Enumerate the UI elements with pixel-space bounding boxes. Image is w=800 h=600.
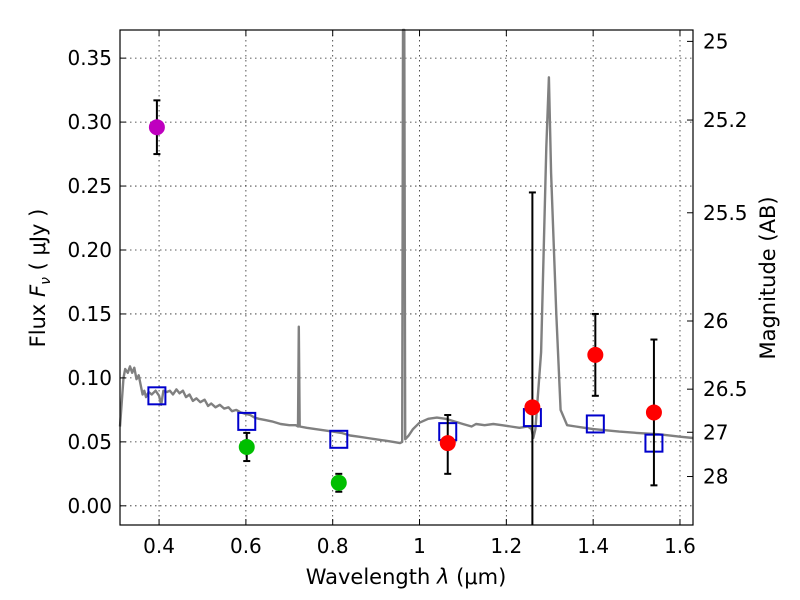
y-tick-label: 0.15: [67, 302, 112, 326]
y2-tick-label: 25.2: [703, 108, 748, 132]
data-markers: [147, 99, 664, 525]
y2-tick-label: 26.5: [703, 377, 748, 401]
y2-tick-label: 25: [703, 29, 728, 53]
x-tick-label: 1: [413, 534, 426, 558]
model-photometry-square: [585, 414, 605, 434]
y-tick-label: 0.25: [67, 174, 112, 198]
tick-labels: 0.4 0.6 0.8 1 1.2 1.4 1.6 0.00 0.05 0.10 0.15 0.20 0…: [67, 29, 747, 558]
x-tick-label: 0.6: [230, 534, 262, 558]
x-tick-label: 0.4: [143, 534, 175, 558]
y2-tick-label: 26: [703, 309, 728, 333]
model-photometry-square: [237, 411, 257, 431]
observed-flux-point: [148, 119, 165, 136]
y-tick-label: 0.30: [67, 110, 112, 134]
x-tick-label: 0.8: [317, 534, 349, 558]
plot-series: [118, 28, 694, 445]
x-tick-label: 1.4: [577, 534, 609, 558]
model-photometry-square: [147, 386, 167, 406]
grid: [120, 30, 693, 525]
observed-flux-point: [587, 346, 604, 363]
y2-tick-label: 25.5: [703, 201, 748, 225]
x-tick-label: 1.6: [664, 534, 696, 558]
axis-ticks: [120, 30, 693, 525]
y2-tick-label: 27: [703, 420, 728, 444]
y2-tick-label: 28: [703, 465, 728, 489]
observed-flux-point: [238, 438, 255, 455]
model-sed-line: [118, 28, 694, 445]
y2-axis-label: Magnitude (AB): [756, 196, 780, 359]
y-tick-label: 0.05: [67, 430, 112, 454]
observed-flux-point: [524, 399, 541, 416]
y-tick-label: 0.00: [67, 494, 112, 518]
y-tick-label: 0.10: [67, 366, 112, 390]
x-tick-label: 1.2: [490, 534, 522, 558]
y-tick-label: 0.20: [67, 238, 112, 262]
observed-flux-point: [645, 404, 662, 421]
y-tick-label: 0.35: [67, 46, 112, 70]
observed-flux-point: [439, 435, 456, 452]
observed-flux-point: [330, 474, 347, 491]
plot-frame: [119, 29, 694, 526]
y-axis-label: Flux Fν ( μJy ): [26, 209, 54, 348]
x-axis-label: Wavelength λ (μm): [306, 565, 507, 589]
model-photometry-square: [329, 429, 349, 449]
